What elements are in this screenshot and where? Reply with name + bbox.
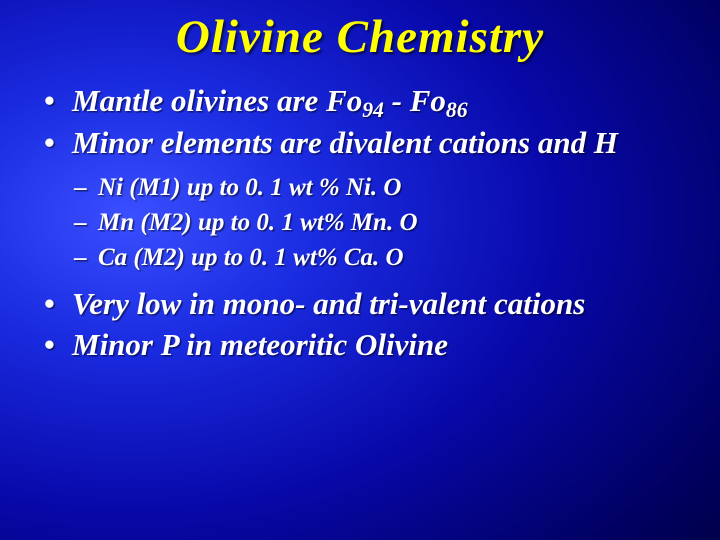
sub-bullet-item: Ni (M1) up to 0. 1 wt % Ni. O [74, 170, 690, 205]
bullet-item: Very low in mono- and tri-valent cations [40, 285, 690, 323]
slide-title: Olivine Chemistry [30, 10, 690, 64]
bullet-list: Mantle olivines are Fo94 - Fo86 Minor el… [30, 82, 690, 162]
sub-bullet-item: Mn (M2) up to 0. 1 wt% Mn. O [74, 205, 690, 240]
bullet-text-part: Mantle olivines are Fo [72, 83, 362, 118]
subscript: 94 [362, 98, 384, 122]
bullet-item: Minor elements are divalent cations and … [40, 124, 690, 162]
subscript: 86 [446, 98, 468, 122]
slide: Olivine Chemistry Mantle olivines are Fo… [0, 0, 720, 540]
sub-bullet-item: Ca (M2) up to 0. 1 wt% Ca. O [74, 240, 690, 275]
bullet-text-part: - Fo [384, 83, 446, 118]
bullet-item: Minor P in meteoritic Olivine [40, 326, 690, 364]
bullet-item: Mantle olivines are Fo94 - Fo86 [40, 82, 690, 120]
sub-bullet-list: Ni (M1) up to 0. 1 wt % Ni. O Mn (M2) up… [30, 170, 690, 275]
bullet-list-2: Very low in mono- and tri-valent cations… [30, 285, 690, 365]
